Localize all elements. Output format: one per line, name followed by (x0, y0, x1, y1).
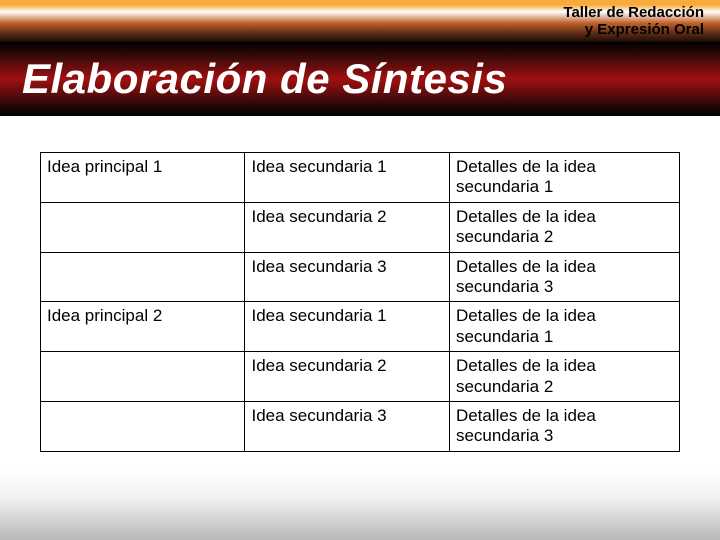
cell-secundaria: Idea secundaria 1 (245, 153, 449, 203)
cell-detalles: Detalles de la idea secundaria 1 (449, 153, 679, 203)
cell-principal (41, 252, 245, 302)
cell-detalles: Detalles de la idea secundaria 2 (449, 352, 679, 402)
subtitle-line-2: y Expresión Oral (585, 21, 704, 38)
title-band: Elaboración de Síntesis (0, 42, 720, 116)
table-row: Idea secundaria 3 Detalles de la idea se… (41, 252, 680, 302)
table-row: Idea principal 1 Idea secundaria 1 Detal… (41, 153, 680, 203)
cell-principal: Idea principal 2 (41, 302, 245, 352)
subtitle-line-1: Taller de Redacción (563, 4, 704, 21)
cell-secundaria: Idea secundaria 1 (245, 302, 449, 352)
content-area: Idea principal 1 Idea secundaria 1 Detal… (0, 116, 720, 452)
cell-secundaria: Idea secundaria 3 (245, 401, 449, 451)
course-subtitle: Taller de Redacción y Expresión Oral (563, 4, 704, 39)
table-row: Idea principal 2 Idea secundaria 1 Detal… (41, 302, 680, 352)
cell-detalles: Detalles de la idea secundaria 2 (449, 202, 679, 252)
cell-secundaria: Idea secundaria 2 (245, 202, 449, 252)
cell-detalles: Detalles de la idea secundaria 1 (449, 302, 679, 352)
cell-principal (41, 401, 245, 451)
cell-detalles: Detalles de la idea secundaria 3 (449, 252, 679, 302)
synthesis-table-body: Idea principal 1 Idea secundaria 1 Detal… (41, 153, 680, 452)
table-row: Idea secundaria 2 Detalles de la idea se… (41, 352, 680, 402)
table-row: Idea secundaria 3 Detalles de la idea se… (41, 401, 680, 451)
page-title: Elaboración de Síntesis (22, 55, 507, 103)
header-gradient-band: Taller de Redacción y Expresión Oral (0, 0, 720, 42)
cell-principal: Idea principal 1 (41, 153, 245, 203)
cell-secundaria: Idea secundaria 3 (245, 252, 449, 302)
cell-principal (41, 202, 245, 252)
cell-secundaria: Idea secundaria 2 (245, 352, 449, 402)
bottom-fade (0, 470, 720, 540)
table-row: Idea secundaria 2 Detalles de la idea se… (41, 202, 680, 252)
synthesis-table: Idea principal 1 Idea secundaria 1 Detal… (40, 152, 680, 452)
cell-principal (41, 352, 245, 402)
cell-detalles: Detalles de la idea secundaria 3 (449, 401, 679, 451)
